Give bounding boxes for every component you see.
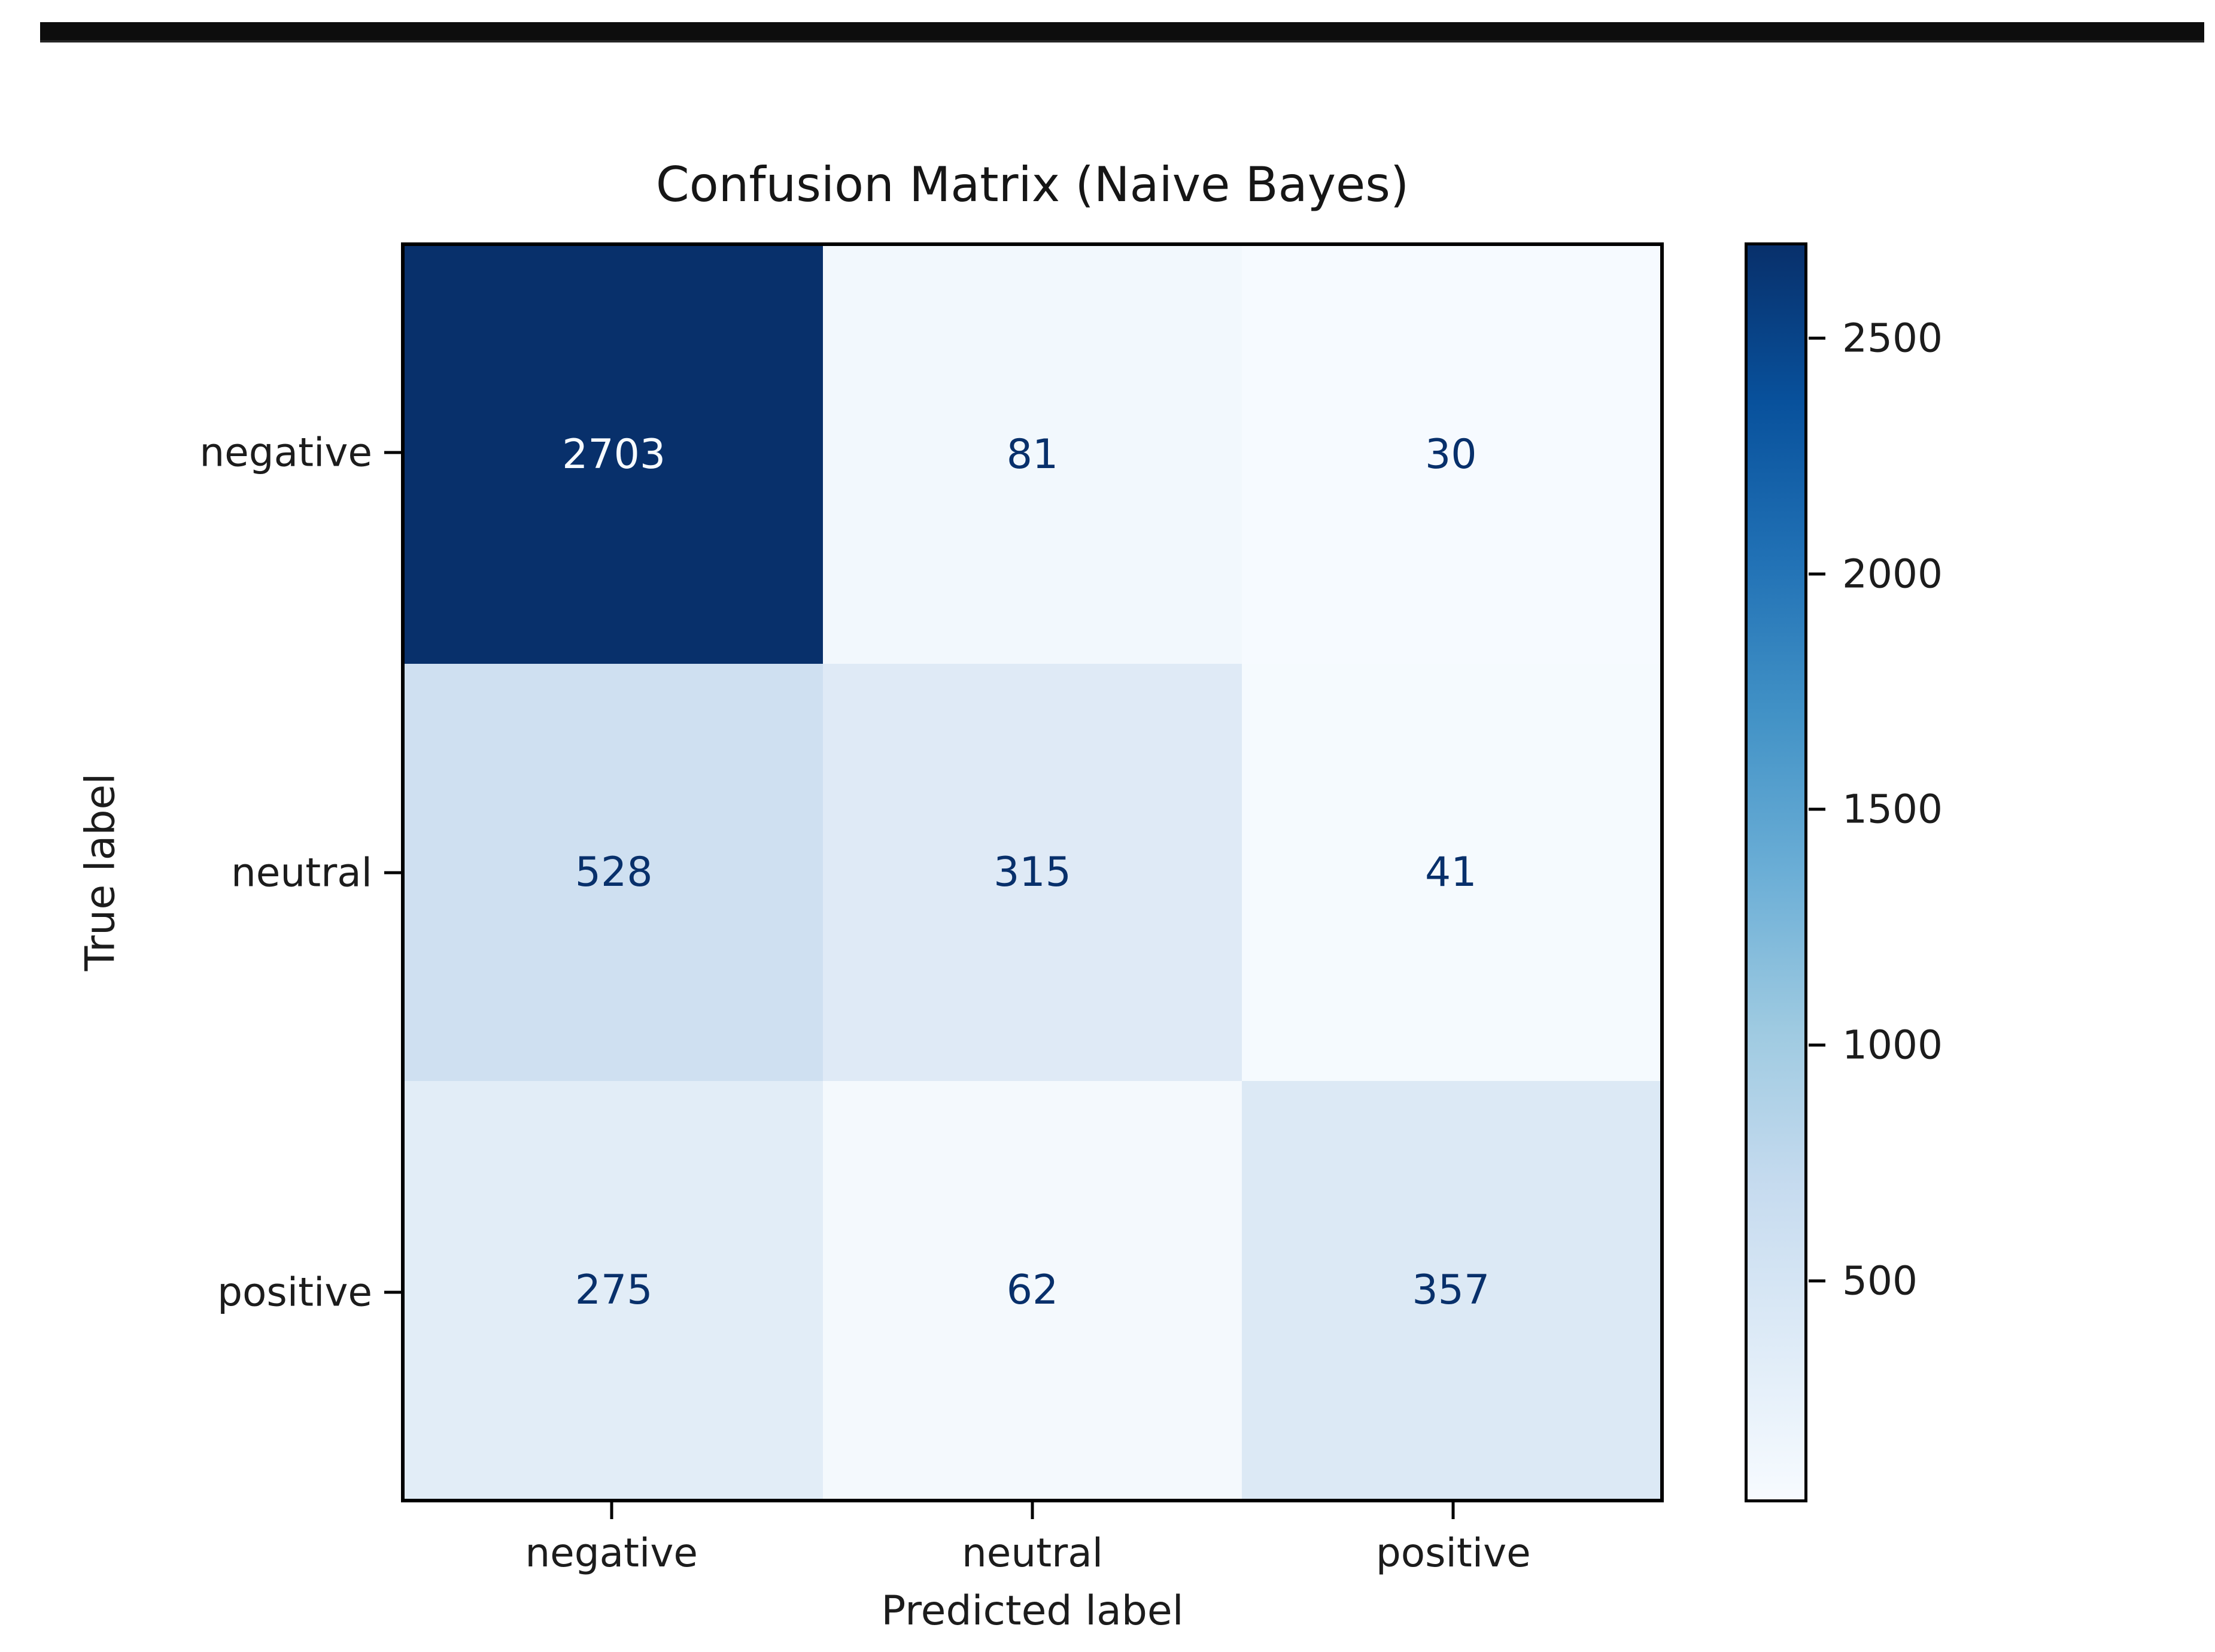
- x-tick-label-negative: negative: [525, 1530, 698, 1576]
- x-tick-label-neutral: neutral: [961, 1530, 1104, 1576]
- y-tick-mark-negative: [384, 451, 401, 454]
- x-tick-mark-neutral: [1031, 1502, 1034, 1519]
- y-tick-mark-neutral: [384, 871, 401, 874]
- colorbar-tick-mark-500: [1809, 1279, 1825, 1283]
- cell-neutral-neutral: 315: [823, 663, 1242, 1082]
- colorbar-tick-mark-2500: [1809, 336, 1825, 340]
- colorbar-tick-mark-1500: [1809, 807, 1825, 811]
- x-axis-title: Predicted label: [881, 1587, 1184, 1635]
- colorbar-tick-label-2500: 2500: [1842, 315, 1943, 362]
- y-tick-label-positive: positive: [217, 1269, 372, 1316]
- colorbar-tick-label-1000: 1000: [1842, 1022, 1943, 1068]
- x-tick-mark-negative: [610, 1502, 613, 1519]
- colorbar-tick-label-2000: 2000: [1842, 551, 1943, 597]
- colorbar-tick-mark-2000: [1809, 572, 1825, 576]
- cell-negative-neutral: 81: [823, 246, 1242, 664]
- confusion-matrix-heatmap: 2703 81 30 528 315 41 275 62 357: [401, 242, 1664, 1502]
- window-top-bar: [40, 22, 2204, 42]
- colorbar-tick-label-500: 500: [1842, 1258, 1918, 1304]
- y-tick-mark-positive: [384, 1290, 401, 1294]
- colorbar-tick-mark-1000: [1809, 1043, 1825, 1047]
- chart-title: Confusion Matrix (Naive Bayes): [655, 157, 1409, 212]
- colorbar: [1745, 242, 1807, 1502]
- cell-positive-neutral: 62: [823, 1081, 1242, 1499]
- cell-neutral-negative: 528: [405, 663, 824, 1082]
- cell-positive-positive: 357: [1241, 1081, 1660, 1499]
- colorbar-tick-label-1500: 1500: [1842, 786, 1943, 833]
- cell-neutral-positive: 41: [1241, 663, 1660, 1082]
- y-tick-label-negative: negative: [199, 429, 372, 476]
- cell-negative-negative: 2703: [405, 246, 824, 664]
- x-tick-mark-positive: [1451, 1502, 1455, 1519]
- cell-negative-positive: 30: [1241, 246, 1660, 664]
- y-tick-label-neutral: neutral: [230, 849, 372, 895]
- x-tick-label-positive: positive: [1375, 1530, 1531, 1576]
- cell-positive-negative: 275: [405, 1081, 824, 1499]
